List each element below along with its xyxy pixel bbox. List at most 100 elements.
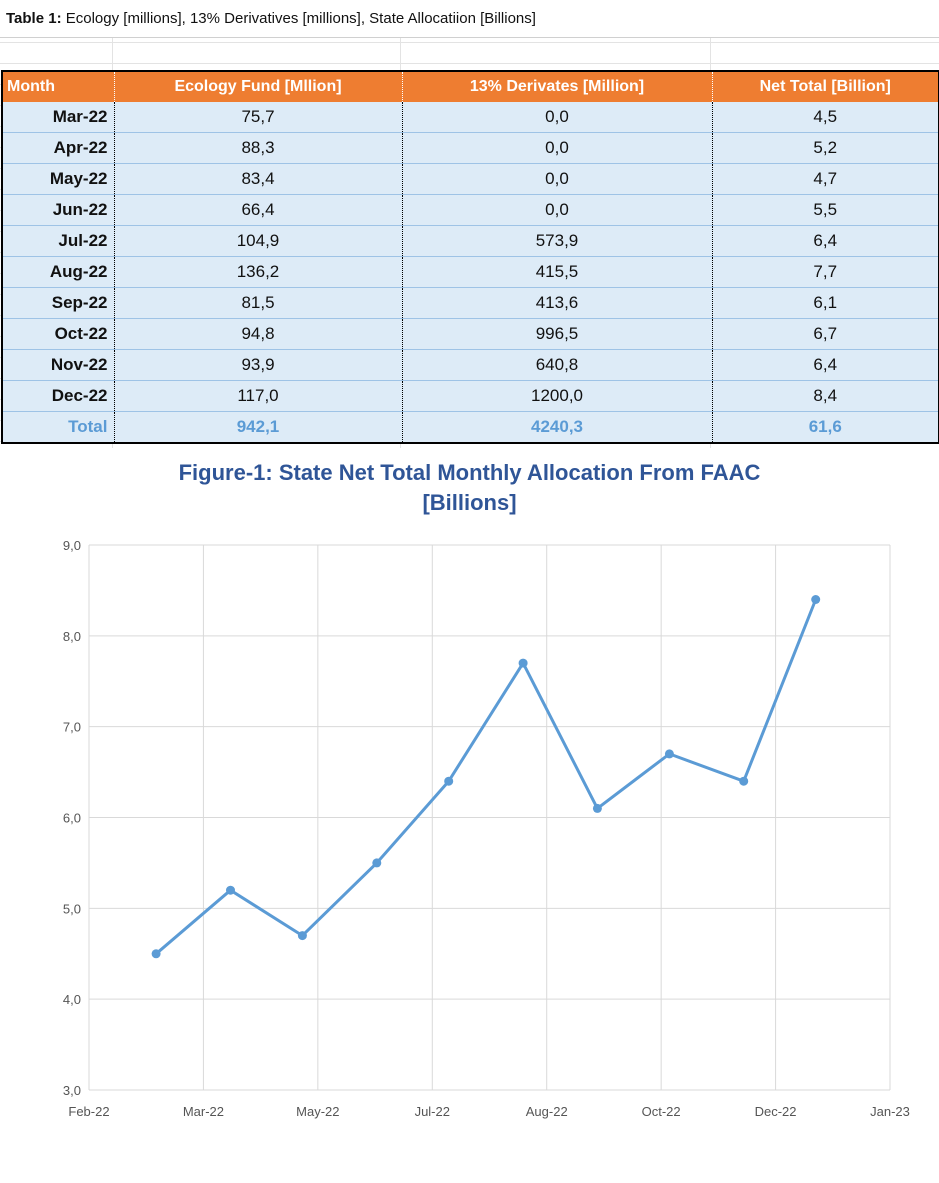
cell-month: Jun-22 xyxy=(2,194,114,226)
y-tick-label: 9,0 xyxy=(63,538,81,553)
cell-ecology-fund: 66,4 xyxy=(113,194,402,226)
x-tick-label: Oct-22 xyxy=(642,1104,681,1119)
cell-ecology-fund: 94,8 xyxy=(113,318,402,350)
cell-ecology-fund: 942,1 xyxy=(113,411,402,443)
cell-month: Jul-22 xyxy=(2,225,114,257)
data-point xyxy=(739,776,749,786)
cell-ecology-fund: 136,2 xyxy=(113,256,402,288)
x-tick-label: Mar-22 xyxy=(183,1104,224,1119)
cell-derivates: 0,0 xyxy=(401,132,712,164)
cell-month: Nov-22 xyxy=(2,349,114,381)
caption-label: Table 1: xyxy=(6,10,62,27)
cell-derivates: 996,5 xyxy=(401,318,712,350)
series-line xyxy=(155,598,818,955)
data-point xyxy=(444,776,454,786)
y-tick-label: 3,0 xyxy=(63,1083,81,1098)
y-tick-label: 5,0 xyxy=(63,901,81,916)
data-point xyxy=(151,949,161,959)
cell-derivates: 4240,3 xyxy=(401,411,712,443)
chart-grid xyxy=(88,544,891,1091)
cell-derivates: 0,0 xyxy=(401,163,712,195)
cell-ecology-fund: 117,0 xyxy=(113,380,402,412)
data-point xyxy=(518,658,528,668)
cell-net-total: 6,7 xyxy=(711,318,939,350)
table-row: Dec-22 117,0 1200,0 8,4 xyxy=(2,380,939,412)
cell-month: Apr-22 xyxy=(2,132,114,164)
x-tick-label: Jan-23 xyxy=(870,1104,910,1119)
cell-derivates: 0,0 xyxy=(401,194,712,226)
data-point xyxy=(297,931,307,941)
table-caption: Table 1: Ecology [millions], 13% Derivat… xyxy=(0,0,939,38)
cell-ecology-fund: 81,5 xyxy=(113,287,402,319)
cell-month: Total xyxy=(2,411,114,443)
y-tick-label: 7,0 xyxy=(63,720,81,735)
series-net-total xyxy=(151,595,821,959)
table-row: May-22 83,4 0,0 4,7 xyxy=(2,163,939,195)
table-row: Mar-22 75,7 0,0 4,5 xyxy=(2,102,939,133)
cell-net-total: 7,7 xyxy=(711,256,939,288)
cell-ecology-fund: 88,3 xyxy=(113,132,402,164)
table-header-row: Month Ecology Fund [Mllion] 13% Derivate… xyxy=(2,71,939,102)
cell-ecology-fund: 104,9 xyxy=(113,225,402,257)
cell-net-total: 4,7 xyxy=(711,163,939,195)
chart-title-block: Figure-1: State Net Total Monthly Alloca… xyxy=(0,458,939,518)
cell-ecology-fund: 75,7 xyxy=(113,102,402,133)
data-point xyxy=(592,803,602,813)
cell-month: Oct-22 xyxy=(2,318,114,350)
table-total-row: Total 942,1 4240,3 61,6 xyxy=(2,411,939,443)
cell-derivates: 413,6 xyxy=(401,287,712,319)
y-axis-ticks: 3,0 4,0 5,0 6,0 7,0 8,0 9,0 xyxy=(63,538,81,1098)
x-tick-label: Aug-22 xyxy=(526,1104,568,1119)
cell-derivates: 0,0 xyxy=(401,102,712,133)
table-row: Sep-22 81,5 413,6 6,1 xyxy=(2,287,939,319)
y-tick-label: 8,0 xyxy=(63,629,81,644)
header-net-total: Net Total [Billion] xyxy=(712,71,939,102)
y-tick-label: 4,0 xyxy=(63,992,81,1007)
cell-net-total: 6,4 xyxy=(711,349,939,381)
x-tick-label: Feb-22 xyxy=(68,1104,109,1119)
header-month: Month xyxy=(2,71,115,102)
cell-net-total: 6,4 xyxy=(711,225,939,257)
chart-title: Figure-1: State Net Total Monthly Alloca… xyxy=(178,460,761,485)
line-chart: 3,0 4,0 5,0 6,0 7,0 8,0 9,0 Feb-22 Mar-22 May-22… xyxy=(63,538,910,1119)
data-point xyxy=(226,885,235,895)
table-row: Jun-22 66,4 0,0 5,5 xyxy=(2,194,939,226)
cell-derivates: 640,8 xyxy=(401,349,712,381)
table-row: Oct-22 94,8 996,5 6,7 xyxy=(2,318,939,350)
table-row: Nov-22 93,9 640,8 6,4 xyxy=(2,349,939,381)
cell-net-total: 8,4 xyxy=(711,380,939,412)
x-tick-label: Jul-22 xyxy=(415,1104,450,1119)
table-row: Jul-22 104,9 573,9 6,4 xyxy=(2,225,939,257)
cell-month: May-22 xyxy=(2,163,114,195)
cell-net-total: 4,5 xyxy=(711,102,939,133)
cell-net-total: 6,1 xyxy=(711,287,939,319)
cell-ecology-fund: 93,9 xyxy=(113,349,402,381)
cell-derivates: 1200,0 xyxy=(401,380,712,412)
caption-text: Ecology [millions], 13% Derivatives [mil… xyxy=(61,10,536,27)
header-derivates: 13% Derivates [Million] xyxy=(402,71,713,102)
header-ecology-fund: Ecology Fund [Mllion] xyxy=(114,71,403,102)
data-point xyxy=(811,595,821,604)
x-axis-ticks: Feb-22 Mar-22 May-22 Jul-22 Aug-22 Oct-22 Dec-… xyxy=(68,1104,909,1119)
allocation-table: Month Ecology Fund [Mllion] 13% Derivate… xyxy=(1,70,939,444)
cell-derivates: 573,9 xyxy=(401,225,712,257)
chart-area xyxy=(0,448,939,1183)
cell-ecology-fund: 83,4 xyxy=(113,163,402,195)
cell-net-total: 5,5 xyxy=(711,194,939,226)
cell-net-total: 61,6 xyxy=(711,411,939,443)
cell-month: Dec-22 xyxy=(2,380,114,412)
cell-month: Mar-22 xyxy=(2,102,114,133)
x-tick-label: May-22 xyxy=(296,1104,339,1119)
y-tick-label: 6,0 xyxy=(63,811,81,826)
cell-month: Sep-22 xyxy=(2,287,114,319)
chart-subtitle: [Billions] xyxy=(422,490,517,515)
x-tick-label: Dec-22 xyxy=(755,1104,797,1119)
cell-derivates: 415,5 xyxy=(401,256,712,288)
data-point xyxy=(664,749,674,759)
table-row: Aug-22 136,2 415,5 7,7 xyxy=(2,256,939,288)
cell-month: Aug-22 xyxy=(2,256,114,288)
cell-net-total: 5,2 xyxy=(711,132,939,164)
data-point xyxy=(372,858,382,868)
table-row: Apr-22 88,3 0,0 5,2 xyxy=(2,132,939,164)
table-body: Mar-22 75,7 0,0 4,5 Apr-22 88,3 0,0 5,2 May-22 83… xyxy=(2,102,939,443)
